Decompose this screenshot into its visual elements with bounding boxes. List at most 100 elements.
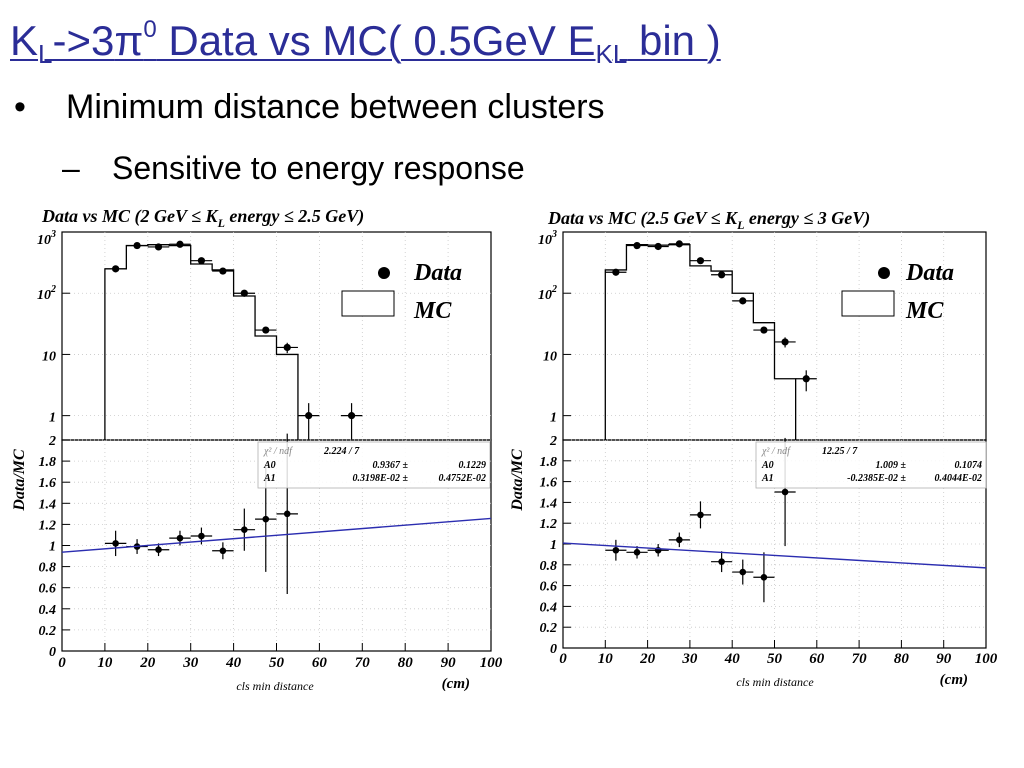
ratio-point (262, 515, 270, 523)
x-tick-label: 60 (312, 655, 328, 671)
ratio-tick-label: 1.6 (39, 476, 57, 491)
x-axis-unit: (cm) (940, 672, 968, 688)
ratio-y-axis-label: Data/MC (509, 449, 526, 512)
legend-mc-label: MC (905, 298, 944, 324)
chart-1: Data vs MC (2 GeV ≤ KL energy ≤ 2.5 GeV)… (11, 206, 503, 693)
x-tick-label: 40 (225, 655, 242, 671)
data-point (654, 242, 662, 251)
x-tick-label: 10 (97, 655, 113, 671)
fit-param-name: A1 (761, 473, 774, 484)
x-tick-label: 100 (975, 651, 998, 667)
ratio-tick-label: 1 (49, 540, 56, 555)
x-tick-label: 0 (559, 651, 567, 667)
data-point (154, 243, 163, 251)
ratio-point (241, 526, 248, 533)
fit-param-name: A0 (761, 460, 774, 471)
ratio-tick-label: 1.4 (540, 496, 558, 511)
mc-histogram (104, 244, 299, 440)
ratio-tick-label: 1.2 (39, 518, 57, 533)
ratio-tick-label: 0 (49, 645, 56, 660)
fit-line (61, 517, 492, 553)
legend-mc-box (341, 290, 395, 317)
data-point (696, 257, 705, 265)
ratio-tick-label: 1.8 (39, 455, 57, 470)
data-point (283, 343, 291, 352)
fit-param-error: 0.1229 (459, 460, 487, 471)
top-tick-label: 1 (49, 411, 56, 426)
ratio-tick-label: 0.2 (540, 621, 558, 636)
bullet-glyph: • (14, 88, 26, 126)
ratio-point (718, 558, 725, 565)
data-point (133, 241, 141, 250)
x-tick-label: 70 (852, 651, 868, 667)
x-tick-label: 80 (894, 651, 910, 667)
top-tick-label: 10 (42, 349, 56, 364)
fit-box: χ² / ndf 12.25 / 7 A0 1.009 ± 0.1074 A1 -0.238… (755, 441, 987, 489)
bullet-text: Minimum distance between clusters (66, 88, 605, 126)
fit-param-value: 0.3198E-02 ± (353, 473, 409, 484)
ratio-point (176, 534, 184, 542)
top-tick-label: 1 (550, 411, 557, 426)
ratio-point (155, 546, 162, 554)
fit-chi2-value: 2.224 / 7 (323, 446, 360, 457)
chart-2: Data vs MC (2.5 GeV ≤ KL energy ≤ 3 GeV)… (509, 208, 998, 689)
x-tick-label: 30 (182, 655, 199, 671)
data-point (219, 267, 227, 275)
ratio-tick-label: 1.6 (540, 476, 558, 491)
legend-data-marker (378, 267, 390, 279)
fit-param-value: -0.2385E-02 ± (847, 473, 906, 484)
fit-box-frame (257, 441, 491, 489)
data-point (347, 412, 356, 420)
fit-chi2-value: 12.25 / 7 (822, 446, 858, 457)
data-point (781, 338, 789, 346)
top-tick-label: 102 (37, 284, 56, 303)
ratio-point (697, 511, 704, 519)
data-point (802, 375, 810, 383)
ratio-tick-label: 1 (550, 538, 557, 553)
top-tick-label: 103 (37, 229, 56, 248)
ratio-tick-label: 1.8 (540, 455, 558, 470)
ratio-tick-label: 0.8 (540, 559, 558, 574)
x-tick-label: 100 (480, 655, 503, 671)
x-axis-unit: (cm) (442, 676, 470, 692)
ratio-point (633, 549, 641, 556)
ratio-point (739, 568, 747, 576)
data-point (197, 257, 206, 265)
x-tick-label: 30 (681, 651, 698, 667)
fit-chi2-label: χ² / ndf (263, 446, 293, 457)
bullet-item: • Minimum distance between clusters (14, 88, 605, 127)
fit-param-value: 1.009 ± (876, 460, 907, 471)
mc-histogram (604, 244, 797, 440)
fit-param-error: 0.1074 (955, 460, 983, 471)
ratio-tick-label: 1.4 (39, 497, 57, 512)
ratio-tick-label: 0 (550, 642, 557, 657)
x-tick-label: 10 (598, 651, 614, 667)
x-tick-label: 20 (639, 651, 656, 667)
legend: Data MC (841, 260, 954, 324)
chart-title: Data vs MC (2.5 GeV ≤ KL energy ≤ 3 GeV) (547, 208, 870, 232)
ratio-y-axis-label: Data/MC (11, 449, 28, 512)
data-point (718, 271, 726, 279)
chart-title: Data vs MC (2 GeV ≤ KL energy ≤ 2.5 GeV) (41, 206, 364, 230)
x-axis-label: cls min distance (236, 679, 314, 693)
x-tick-label: 50 (767, 651, 783, 667)
x-tick-label: 0 (58, 655, 66, 671)
x-tick-label: 80 (398, 655, 414, 671)
legend-mc-label: MC (413, 298, 452, 324)
data-point (240, 289, 248, 297)
ratio-point (760, 573, 768, 581)
data-point (176, 240, 184, 248)
ratio-point (112, 540, 119, 547)
x-tick-label: 60 (809, 651, 825, 667)
fit-chi2-label: χ² / ndf (761, 446, 791, 457)
fit-box-frame (755, 441, 987, 489)
ratio-tick-label: 2 (549, 434, 557, 449)
x-tick-label: 50 (269, 655, 285, 671)
top-tick-label: 103 (538, 229, 557, 248)
top-tick-label: 102 (538, 284, 557, 303)
data-point (633, 241, 641, 250)
legend-data-label: Data (413, 260, 462, 286)
ratio-point (198, 532, 205, 540)
fit-param-error: 0.4044E-02 (935, 473, 983, 484)
